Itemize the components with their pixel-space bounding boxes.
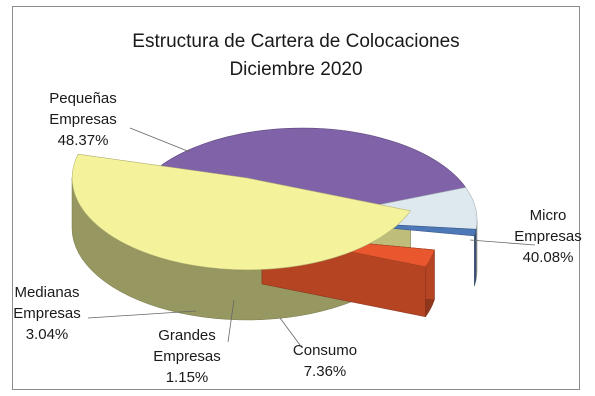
leader-line-1 — [279, 317, 301, 346]
leader-line-2 — [227, 299, 235, 343]
slice-label-0: Micro Empresas 40.08% — [514, 207, 582, 266]
slice-label-line: Grandes — [158, 327, 216, 344]
slice-label-line: Medianas — [14, 284, 79, 301]
slice-label-line: 3.04% — [26, 326, 69, 343]
slice-label-line: Empresas — [49, 111, 117, 128]
slice-label-3: Medianas Empresas 3.04% — [13, 284, 81, 343]
slice-label-line: Empresas — [514, 228, 582, 245]
slice-label-1: Consumo 7.36% — [293, 342, 357, 380]
slice-label-line: Micro — [530, 207, 567, 224]
slice-label-line: 40.08% — [523, 249, 574, 266]
slice-side-2 — [474, 229, 477, 286]
slice-label-line: Consumo — [293, 342, 357, 359]
slice-label-line: 7.36% — [304, 363, 347, 380]
slice-labels: Micro Empresas 40.08% Consumo 7.36% Grandes Em… — [13, 90, 582, 386]
slice-label-line: Empresas — [13, 305, 81, 322]
slice-label-2: Grandes Empresas 1.15% — [153, 327, 221, 386]
slice-label-line: Pequeñas — [49, 90, 117, 107]
slice-peque-as-empresas — [71, 153, 412, 271]
pie-tops — [71, 127, 478, 271]
slice-label-line: Empresas — [153, 348, 221, 365]
leader-lines — [87, 127, 536, 346]
chart-subtitle: Diciembre 2020 — [229, 59, 362, 80]
slice-label-line: 48.37% — [58, 132, 109, 149]
leader-line-4 — [129, 127, 191, 153]
slice-label-4: Pequeñas Empresas 48.37% — [49, 90, 117, 149]
leader-line-3 — [87, 310, 197, 319]
slice-label-line: 1.15% — [166, 369, 209, 386]
leader-line-0 — [469, 239, 536, 246]
chart-title: Estructura de Cartera de Colocaciones — [132, 31, 459, 52]
